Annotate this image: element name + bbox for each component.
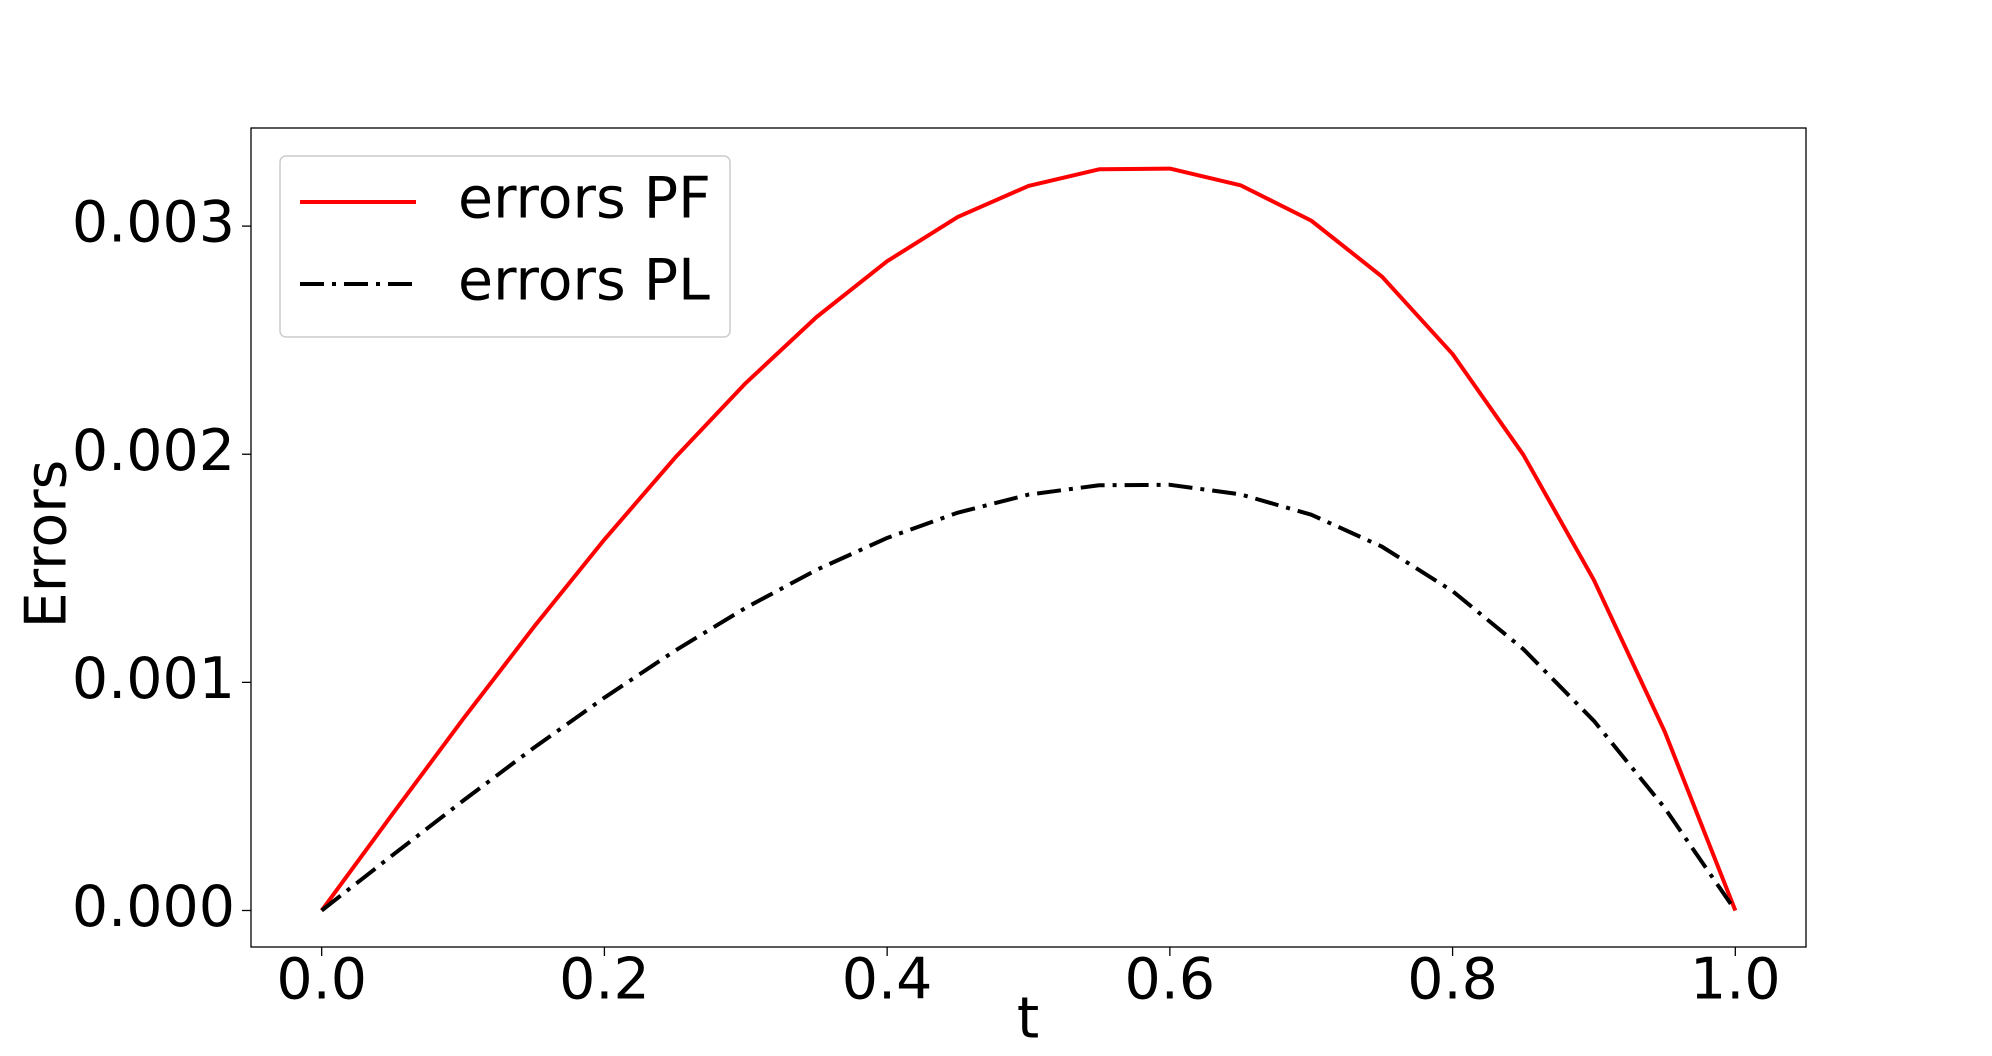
y-tick-label: 0.000 bbox=[72, 874, 235, 940]
legend-label: errors PL bbox=[458, 248, 710, 314]
line bbox=[320, 166, 1738, 912]
y-tick-label: 0.001 bbox=[72, 646, 235, 712]
y-tick-label: 0.002 bbox=[72, 418, 235, 484]
y-tick-label: 0.003 bbox=[72, 190, 235, 256]
x-tick-label: 0.8 bbox=[1407, 947, 1498, 1013]
x-tick-label: 0.4 bbox=[842, 947, 933, 1013]
x-axis-label: t bbox=[1017, 986, 1039, 1052]
x-tick-label: 0.2 bbox=[559, 947, 650, 1013]
y-axis-label: Errors bbox=[14, 460, 80, 629]
line bbox=[320, 482, 1737, 913]
plot-frame bbox=[250, 127, 1807, 948]
legend-label: errors PF bbox=[458, 166, 711, 232]
x-tick-label: 1.0 bbox=[1690, 947, 1781, 1013]
x-tick-label: 0.0 bbox=[276, 947, 367, 1013]
x-tick-label: 0.6 bbox=[1125, 947, 1216, 1013]
